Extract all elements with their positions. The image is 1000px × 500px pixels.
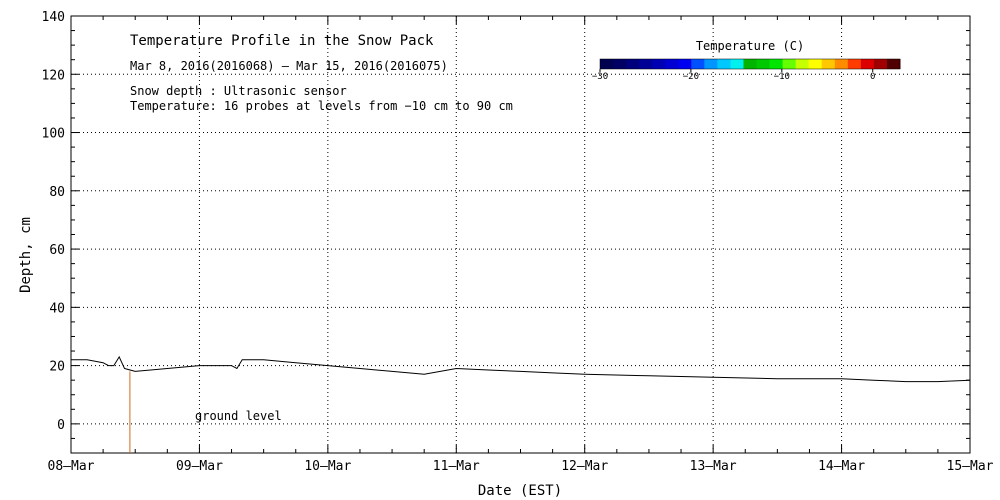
- y-tick-label: 60: [49, 243, 65, 258]
- colorbar-swatch: [678, 59, 692, 69]
- x-tick-label: 12–Mar: [561, 459, 608, 474]
- x-axis: 08–Mar 09–Mar 10–Mar 11–Mar 12–Mar 13–Mar 14–M…: [48, 16, 994, 474]
- colorbar-swatch: [769, 59, 784, 69]
- colorbar-swatch: [626, 59, 640, 69]
- colorbar-tick-label: −10: [774, 72, 790, 82]
- colorbar-swatch: [704, 59, 718, 69]
- colorbar-swatch: [860, 59, 875, 69]
- colorbar-swatch: [782, 59, 797, 69]
- colorbar-title: Temperature (C): [696, 39, 804, 53]
- colorbar-swatch: [834, 59, 849, 69]
- x-axis-label: Date (EST): [478, 483, 562, 499]
- y-tick-label: 80: [49, 185, 65, 200]
- colorbar-swatch: [639, 59, 653, 69]
- colorbar-swatch: [821, 59, 836, 69]
- colorbar-tick-label: −30: [592, 72, 608, 82]
- colorbar-tick-label: −20: [683, 72, 699, 82]
- colorbar-swatch: [691, 59, 705, 69]
- colorbar-swatch: [600, 59, 614, 69]
- y-tick-label: 20: [49, 360, 65, 375]
- series-layer: [71, 355, 971, 453]
- chart-title: Temperature Profile in the Snow Pack: [130, 33, 434, 49]
- snow-depth-line: [71, 355, 971, 383]
- y-axis: 0 20 40 60 80 100 120 140: [42, 10, 970, 454]
- colorbar-swatch: [652, 59, 666, 69]
- colorbar-swatch: [665, 59, 679, 69]
- x-tick-label: 13–Mar: [690, 459, 737, 474]
- temperature-colorbar: Temperature (C) −30 −20 −10 0: [592, 39, 901, 82]
- chart-subtitle: Mar 8, 2016(2016068) – Mar 15, 2016(2016…: [130, 59, 448, 73]
- x-tick-label: 14–Mar: [818, 459, 865, 474]
- colorbar-swatch: [756, 59, 771, 69]
- x-tick-label: 15–Mar: [947, 459, 994, 474]
- y-tick-label: 100: [42, 127, 65, 142]
- y-axis-label: Depth, cm: [18, 217, 34, 293]
- y-tick-label: 120: [42, 68, 65, 83]
- colorbar-swatch: [730, 59, 744, 69]
- ground-level-label: ground level: [195, 409, 282, 423]
- colorbar-swatch: [847, 59, 862, 69]
- x-tick-label: 10–Mar: [304, 459, 351, 474]
- colorbar-swatch: [743, 59, 758, 69]
- colorbar-tick-label: 0: [870, 72, 875, 82]
- y-tick-label: 40: [49, 301, 65, 316]
- colorbar-swatch: [795, 59, 810, 69]
- colorbar-swatch: [873, 59, 888, 69]
- x-tick-label: 09–Mar: [176, 459, 223, 474]
- colorbar-swatch: [808, 59, 823, 69]
- colorbar-swatch: [717, 59, 731, 69]
- note-temperature: Temperature: 16 probes at levels from −1…: [130, 99, 513, 113]
- colorbar-swatch: [886, 59, 901, 69]
- plot-frame: [70, 15, 971, 454]
- y-tick-label: 0: [57, 418, 65, 433]
- x-tick-label: 11–Mar: [433, 459, 480, 474]
- grid-lines: [71, 16, 970, 453]
- colorbar-swatch: [613, 59, 627, 69]
- note-snow-depth: Snow depth : Ultrasonic sensor: [130, 84, 347, 98]
- colorbar-border: [599, 58, 901, 70]
- y-tick-label: 140: [42, 10, 65, 25]
- x-tick-label: 08–Mar: [48, 459, 95, 474]
